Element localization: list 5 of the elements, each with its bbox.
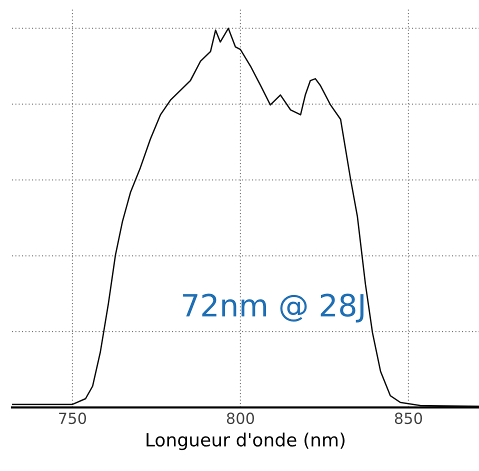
- x-tick-label: 850: [394, 412, 422, 424]
- x-tick-label: 750: [59, 412, 86, 424]
- annotation: 72nm @ 28J: [183, 294, 364, 322]
- x-tick-label: 800: [226, 412, 254, 424]
- x-axis-title: Longueur d'onde (nm): [146, 432, 345, 450]
